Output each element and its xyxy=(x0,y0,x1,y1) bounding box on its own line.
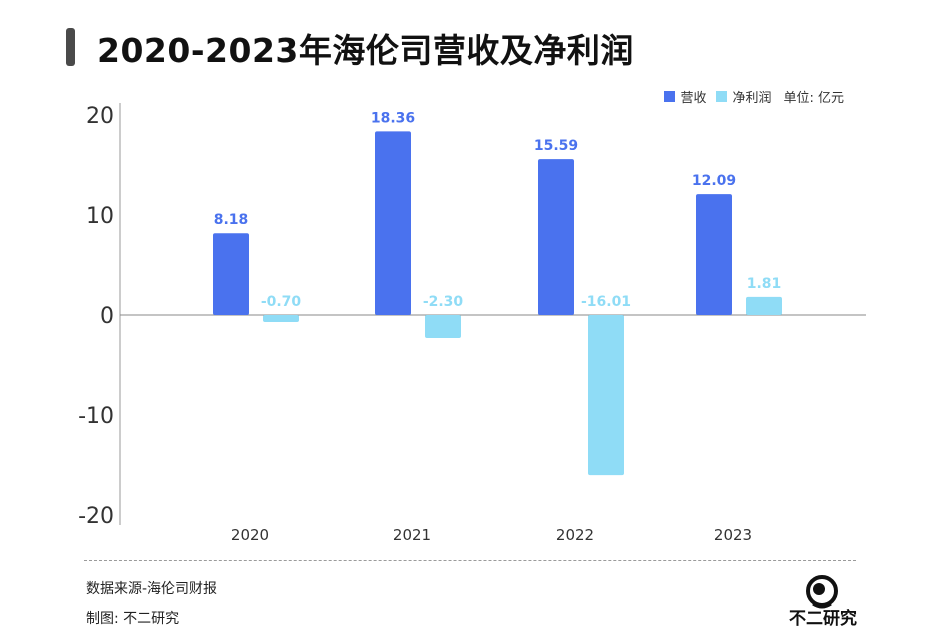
bar-revenue xyxy=(538,159,574,315)
chart-maker-note: 制图: 不二研究 xyxy=(86,611,180,627)
legend-item-revenue: 营收 xyxy=(664,87,706,106)
brand-logo-icon xyxy=(806,575,838,609)
unit-label: 单位: 亿元 xyxy=(783,91,844,106)
data-label-profit: -0.70 xyxy=(261,294,302,310)
data-label-revenue: 18.36 xyxy=(371,110,415,126)
y-tick-label: 10 xyxy=(86,204,114,229)
legend-swatch-revenue xyxy=(664,91,676,102)
y-tick-label: -10 xyxy=(78,404,114,429)
data-label-revenue: 12.09 xyxy=(692,173,736,189)
x-tick-label: 2022 xyxy=(556,526,594,544)
legend-swatch-profit xyxy=(716,91,728,102)
bar-profit xyxy=(588,315,624,476)
brand-name: 不二研究 xyxy=(789,609,857,629)
bar-profit xyxy=(263,315,299,322)
bar-revenue xyxy=(213,233,249,315)
bar-profit xyxy=(425,315,461,338)
data-label-revenue: 15.59 xyxy=(534,138,578,154)
y-tick-label: 20 xyxy=(86,104,114,129)
data-label-profit: 1.81 xyxy=(747,276,782,292)
data-label-profit: -16.01 xyxy=(581,294,631,310)
x-tick-label: 2021 xyxy=(393,526,431,544)
bar-profit xyxy=(746,296,782,315)
x-tick-label: 2020 xyxy=(231,526,269,544)
chart-title: 2020-2023年海伦司营收及净利润 xyxy=(97,31,634,70)
bar-revenue xyxy=(696,194,732,315)
data-source-note: 数据来源-海伦司财报 xyxy=(86,581,218,597)
chart-legend: 营收 净利润 单位: 亿元 xyxy=(664,87,844,106)
footer-divider xyxy=(84,560,856,561)
title-accent-bar xyxy=(66,28,75,66)
y-tick-label: 0 xyxy=(100,304,114,329)
x-tick-label: 2023 xyxy=(714,526,752,544)
legend-label-profit: 净利润 xyxy=(732,91,772,106)
data-label-revenue: 8.18 xyxy=(214,212,249,228)
legend-item-profit: 净利润 xyxy=(716,87,771,106)
bar-revenue xyxy=(375,131,411,315)
y-tick-label: -20 xyxy=(78,504,114,529)
legend-label-revenue: 营收 xyxy=(680,91,707,106)
data-label-profit: -2.30 xyxy=(423,294,464,310)
